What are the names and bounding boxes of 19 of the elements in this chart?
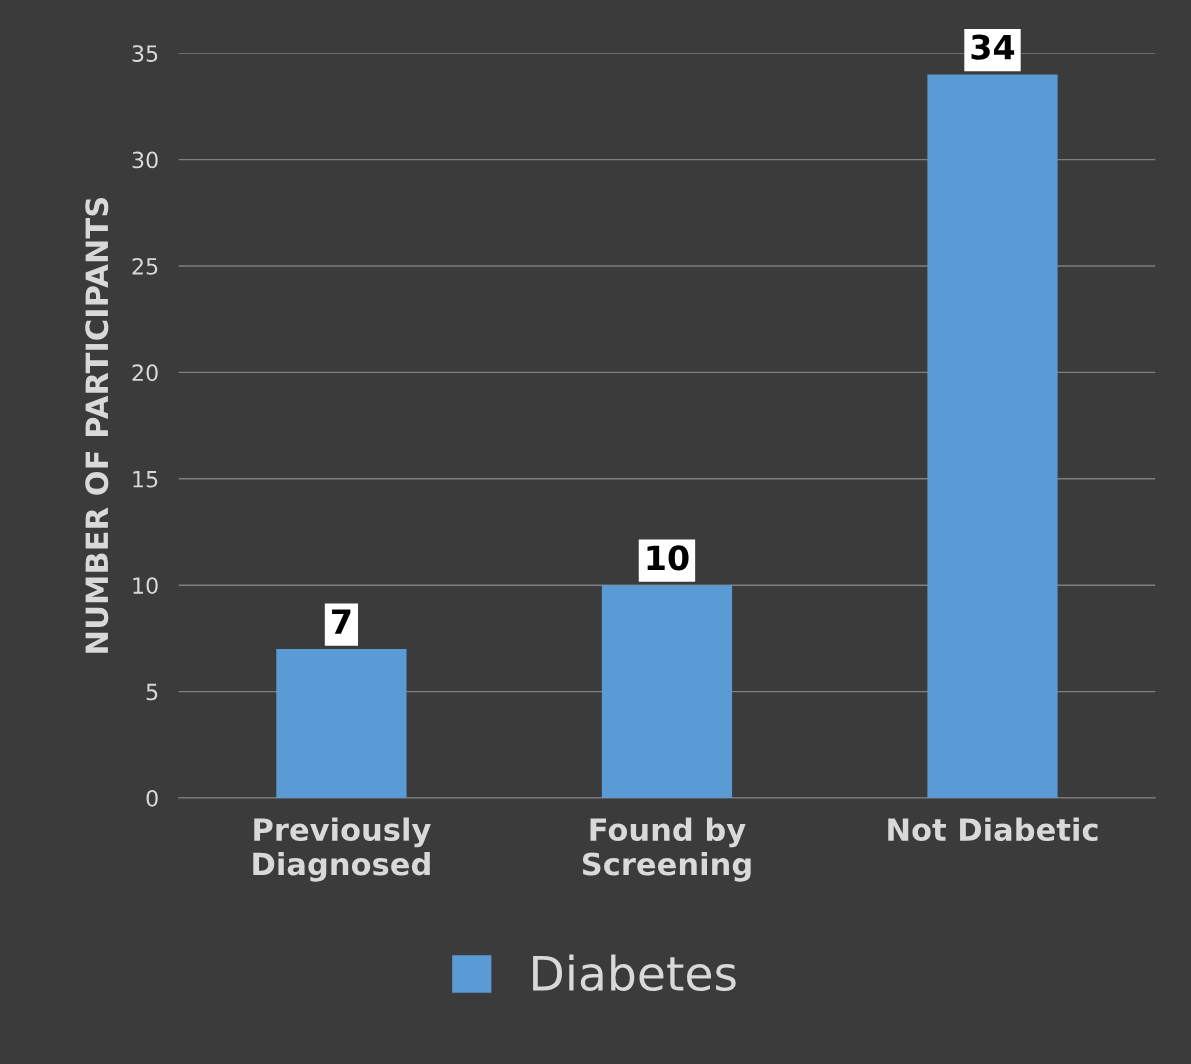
y-axis-title: NUMBER OF PARTICIPANTS: [85, 197, 109, 653]
data-label: 34: [971, 34, 1015, 60]
data-label: 10: [647, 545, 689, 571]
bar: [276, 649, 407, 798]
y-tick-label: 20: [132, 364, 158, 382]
x-tick-label: Previously Diagnosed: [253, 817, 431, 882]
bar: [927, 74, 1058, 798]
x-tick-label: Found by Screening: [582, 817, 751, 882]
x-tick-label: Not Diabetic: [888, 817, 1098, 842]
y-tick-label: 30: [132, 151, 158, 169]
y-tick-label: 35: [132, 45, 158, 62]
y-tick-label: 5: [146, 683, 158, 701]
y-tick-label: 10: [133, 577, 158, 594]
y-tick-label: 0: [146, 789, 158, 807]
legend-label: Diabetes: [533, 954, 736, 992]
bar: [601, 585, 733, 798]
y-tick-label: 15: [133, 471, 158, 488]
data-label: 7: [332, 609, 351, 634]
y-tick-label: 25: [132, 257, 158, 275]
